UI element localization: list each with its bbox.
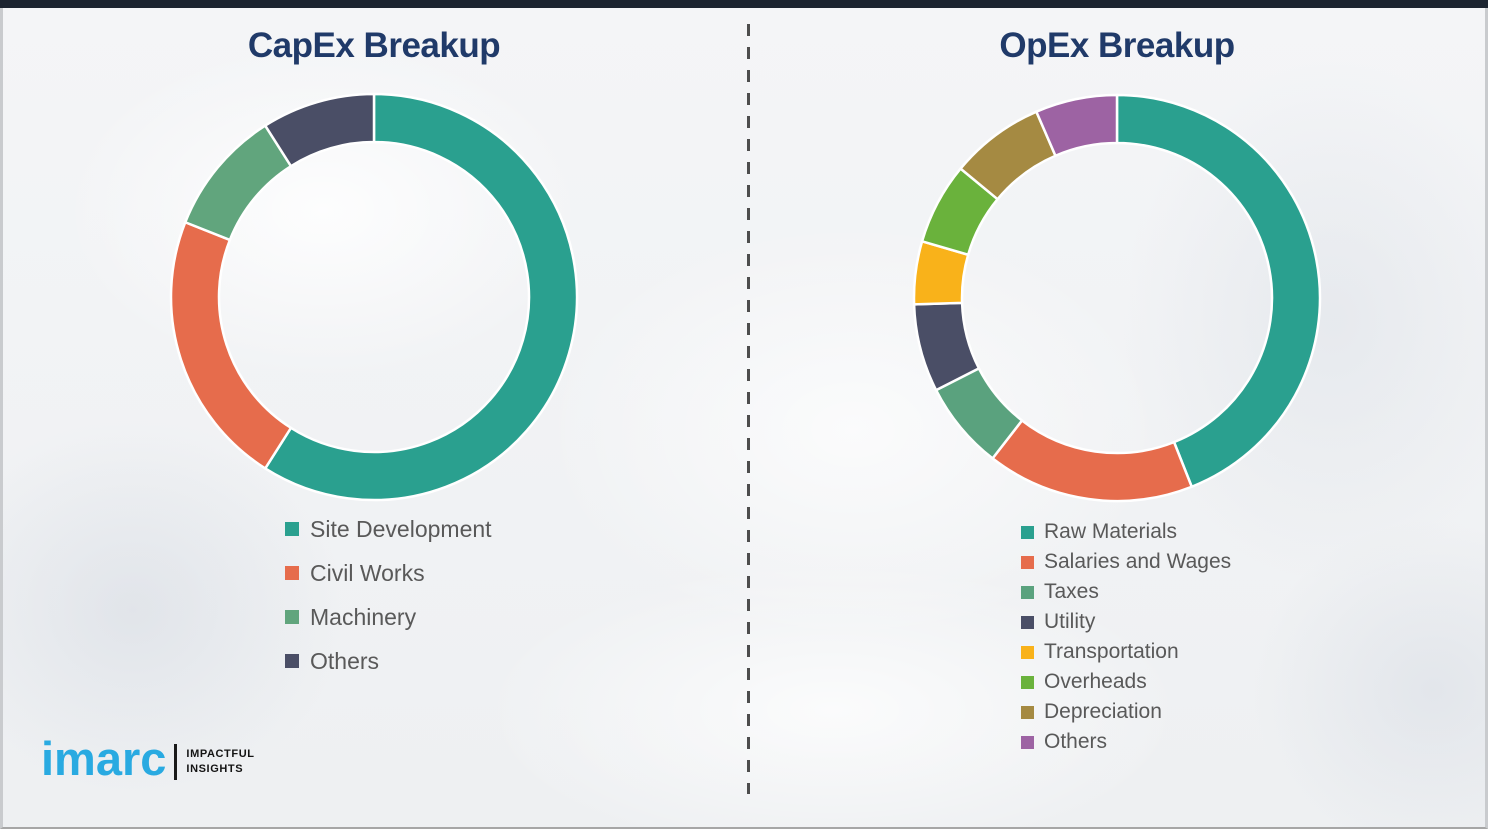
legend-swatch-icon <box>1021 585 1034 599</box>
imarc-logo-tagline: IMPACTFUL INSIGHTS <box>186 747 254 776</box>
legend-item-civil-works: Civil Works <box>285 551 492 595</box>
tagline-line-1: IMPACTFUL <box>186 748 255 761</box>
legend-label: Salaries and Wages <box>1044 550 1232 573</box>
legend-item-transportation: Transportation <box>1021 637 1231 667</box>
donut-segment-others <box>1035 93 1119 157</box>
legend-item-utility: Utility <box>1021 607 1231 637</box>
legend-item-machinery: Machinery <box>285 595 492 639</box>
legend-label: Raw Materials <box>1044 520 1178 543</box>
donut-segment-raw-materials <box>1115 93 1322 488</box>
legend-item-salaries-and-wages: Salaries and Wages <box>1021 547 1231 577</box>
legend-item-taxes: Taxes <box>1021 577 1231 607</box>
tagline-line-2: INSIGHTS <box>186 762 244 775</box>
legend-item-site-development: Site Development <box>285 507 492 551</box>
capex-legend: Site Development Civil Works Machinery O… <box>285 507 492 683</box>
legend-swatch-icon <box>1021 735 1034 749</box>
legend-item-depreciation: Depreciation <box>1021 697 1231 727</box>
legend-label: Civil Works <box>310 559 425 586</box>
legend-label: Others <box>310 647 380 674</box>
legend-item-others-opex: Others <box>1021 727 1231 757</box>
legend-swatch-icon <box>285 522 299 536</box>
imarc-logo-wordmark: imarc <box>41 732 167 785</box>
legend-swatch-icon <box>1021 675 1034 689</box>
legend-label: Others <box>1044 730 1108 753</box>
legend-label: Utility <box>1044 610 1096 633</box>
legend-label: Site Development <box>310 515 492 542</box>
imarc-logo: imarc IMPACTFUL INSIGHTS <box>41 735 255 782</box>
capex-donut-chart <box>169 92 579 502</box>
legend-item-raw-materials: Raw Materials <box>1021 517 1231 547</box>
legend-swatch-icon <box>285 610 299 624</box>
legend-label: Machinery <box>310 603 417 630</box>
legend-swatch-icon <box>1021 615 1034 629</box>
donut-segment-salaries-and-wages <box>991 419 1193 503</box>
opex-donut-chart <box>912 93 1322 503</box>
legend-swatch-icon <box>1021 705 1034 719</box>
legend-swatch-icon <box>1021 555 1034 569</box>
legend-swatch-icon <box>1021 525 1034 539</box>
opex-legend: Raw Materials Salaries and Wages Taxes U… <box>1021 517 1231 757</box>
top-border-bar <box>0 0 1488 8</box>
legend-label: Taxes <box>1044 580 1099 603</box>
legend-swatch-icon <box>1021 645 1034 659</box>
donut-segment-civil-works <box>169 221 293 470</box>
legend-label: Depreciation <box>1044 700 1162 723</box>
background-texture <box>1253 520 1485 827</box>
legend-item-others-capex: Others <box>285 639 492 683</box>
legend-swatch-icon <box>285 566 299 580</box>
vertical-dashed-divider <box>747 24 750 794</box>
legend-label: Overheads <box>1044 670 1147 693</box>
legend-swatch-icon <box>285 654 299 668</box>
legend-item-overheads: Overheads <box>1021 667 1231 697</box>
capex-chart-title: CapEx Breakup <box>247 26 501 65</box>
legend-label: Transportation <box>1044 640 1179 663</box>
logo-divider-bar <box>174 743 178 780</box>
opex-chart-title: OpEx Breakup <box>999 26 1235 65</box>
